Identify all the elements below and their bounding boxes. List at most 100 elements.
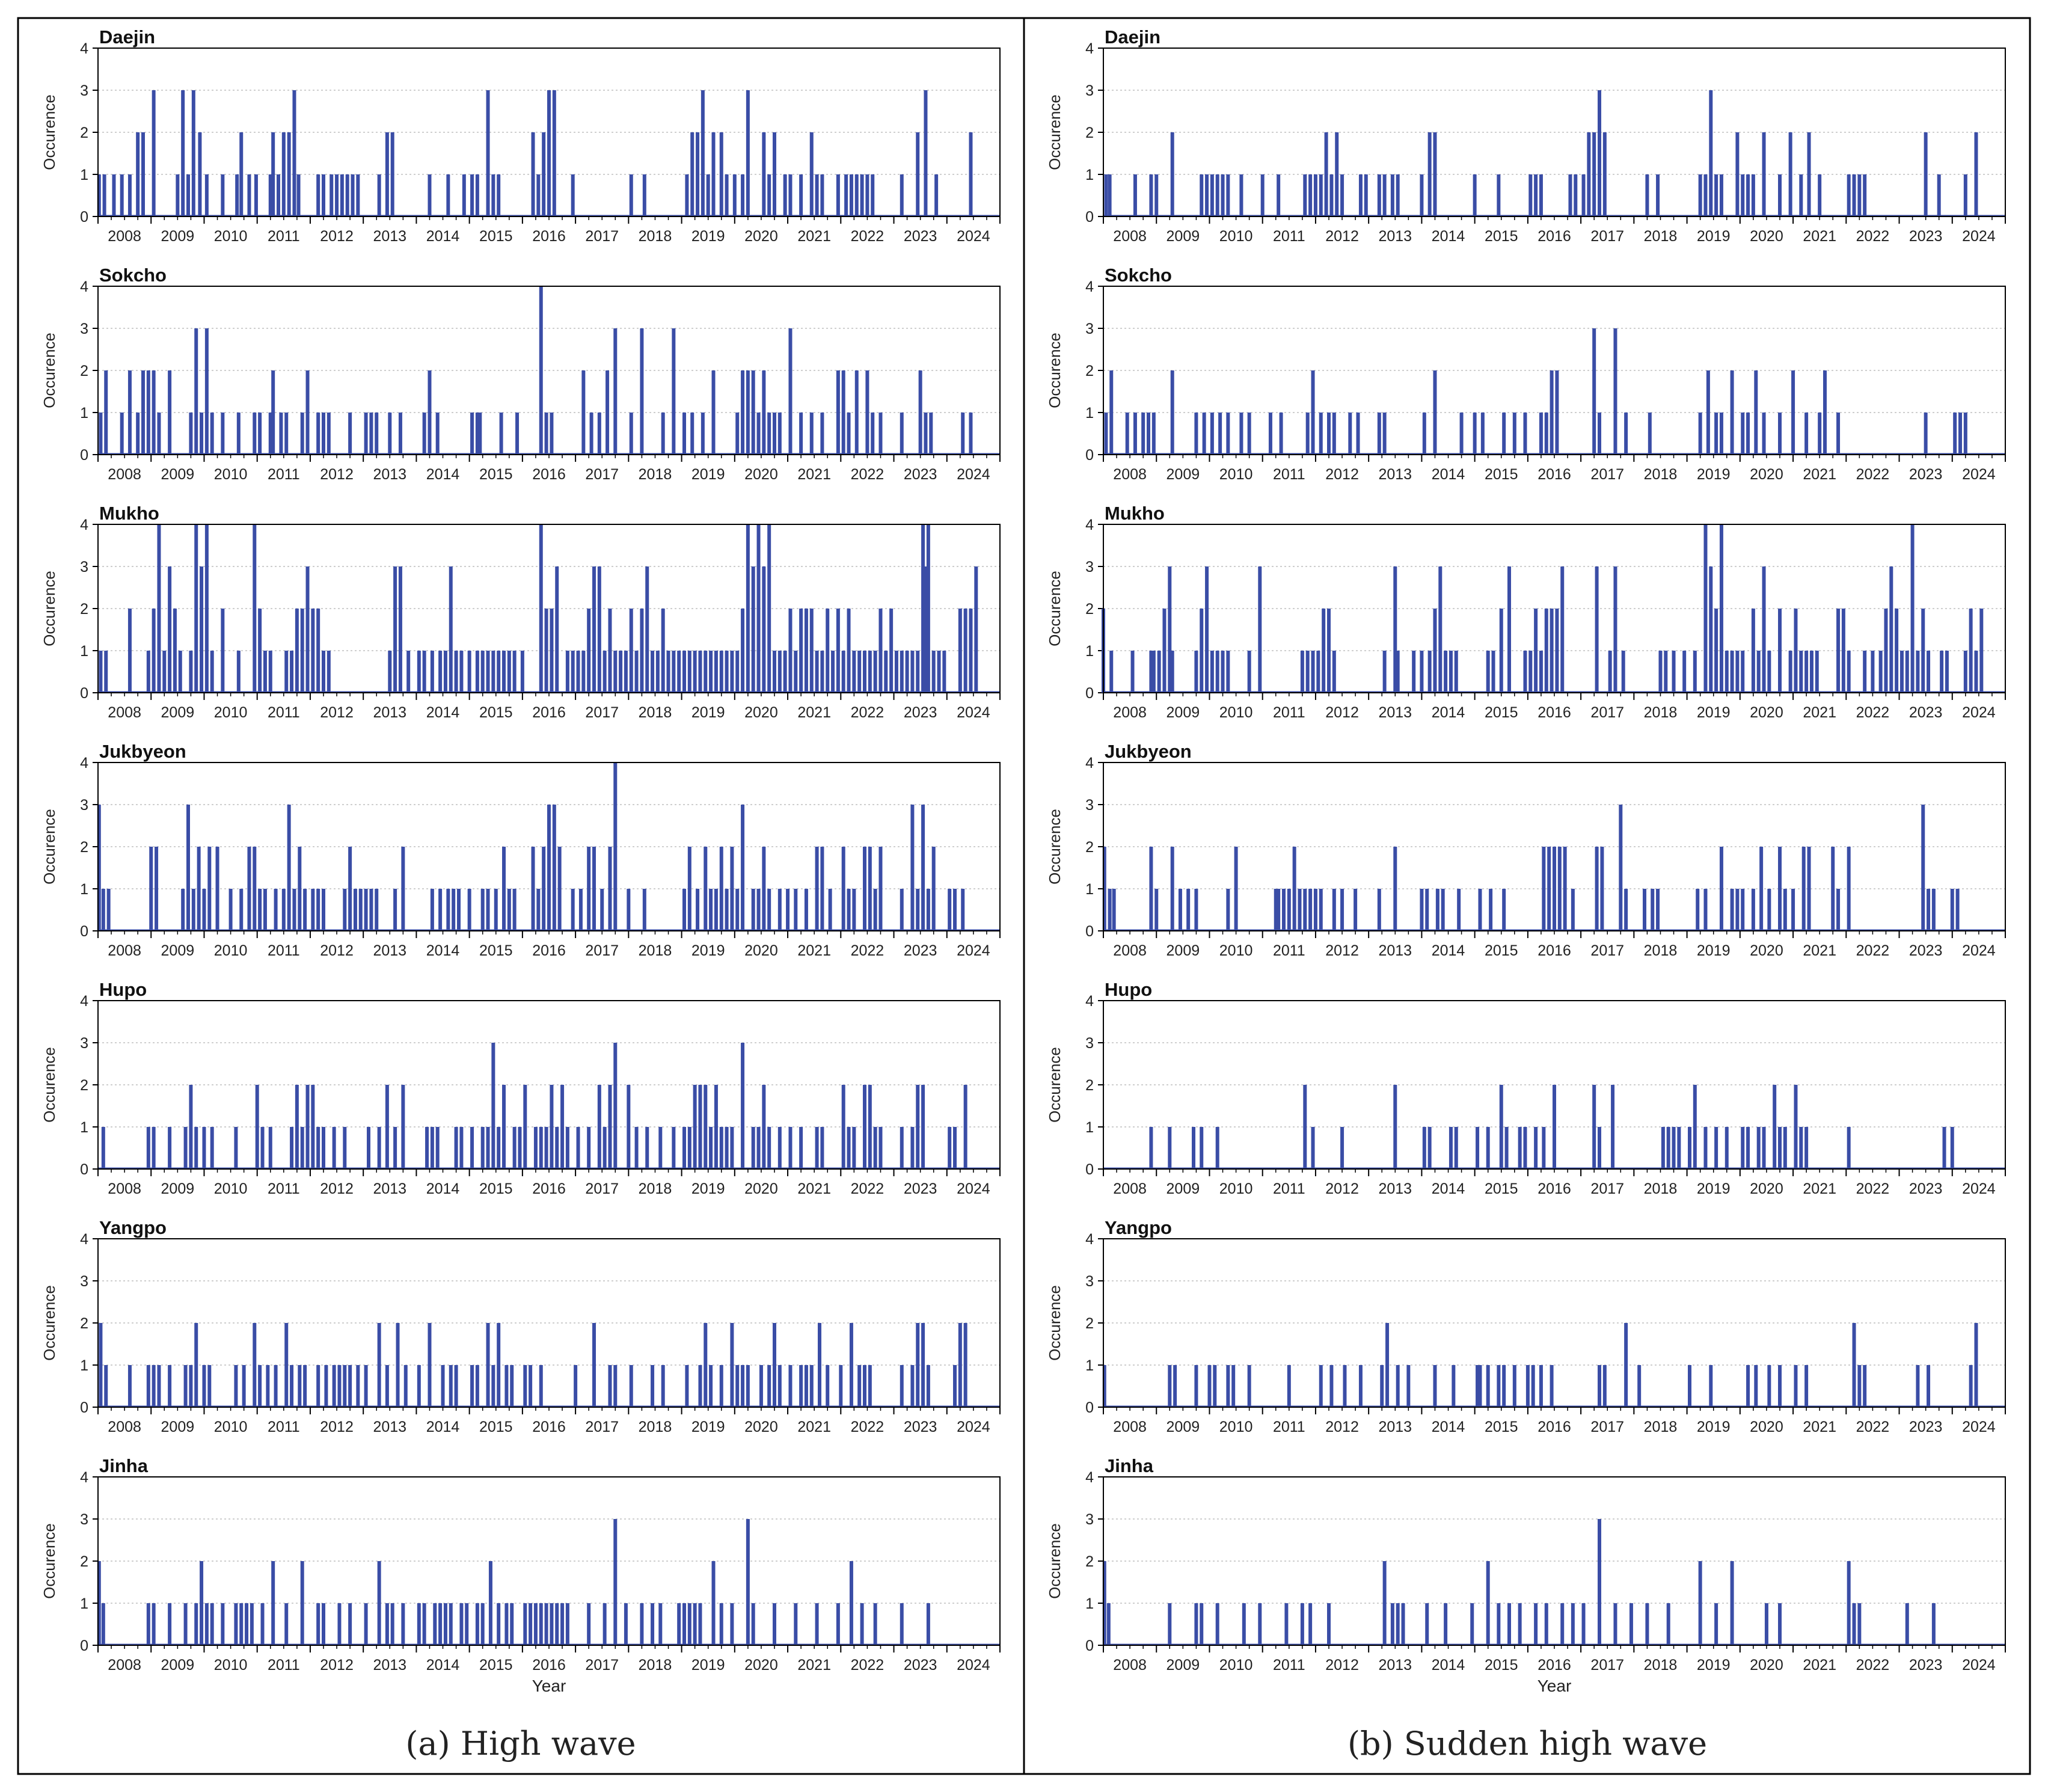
x-tick-label: 2017	[585, 942, 619, 959]
bar	[841, 651, 845, 693]
bar	[1921, 805, 1925, 931]
bar	[751, 1127, 755, 1169]
bar	[682, 413, 686, 455]
x-tick-label: 2020	[1750, 1180, 1783, 1197]
y-tick-label: 0	[1085, 1161, 1094, 1178]
bar	[433, 1603, 437, 1645]
bar	[1804, 1127, 1809, 1169]
bar	[565, 1127, 569, 1169]
bar	[385, 1365, 389, 1407]
bar	[773, 1603, 776, 1645]
bar	[1534, 1127, 1538, 1169]
bar	[788, 609, 793, 693]
bar	[714, 651, 718, 693]
bar	[1730, 651, 1734, 693]
bar	[1698, 1561, 1702, 1645]
x-tick-label: 2022	[851, 1180, 885, 1197]
bar	[1600, 847, 1604, 931]
panel-daejin-high-wave: 0 1 2 3 4 2008 2009 2010 2011 2012 2013 2014 2015 201…	[40, 26, 1001, 245]
bar	[704, 651, 708, 693]
x-tick-label: 2020	[1750, 942, 1783, 959]
bar	[735, 413, 740, 455]
x-tick-label: 2021	[797, 942, 831, 959]
x-tick-label: 2011	[268, 466, 300, 483]
bar	[1420, 889, 1424, 931]
bar	[1878, 651, 1883, 693]
bar	[1332, 651, 1336, 693]
x-tick-label: 2014	[1432, 704, 1465, 721]
bar	[104, 1365, 108, 1407]
bar	[701, 413, 705, 455]
bar	[1778, 174, 1782, 216]
y-tick-label: 4	[1085, 278, 1094, 295]
bar	[210, 1127, 214, 1169]
bar	[576, 651, 580, 693]
x-tick-label: 2024	[1962, 1419, 1996, 1435]
bar	[1955, 889, 1960, 931]
bar	[234, 1127, 238, 1169]
y-axis-label: Occurence	[40, 333, 58, 408]
bar	[905, 651, 909, 693]
x-tick-label: 2019	[691, 1180, 725, 1197]
bar	[746, 370, 750, 455]
x-tick-label: 2021	[1803, 1419, 1836, 1435]
bar	[651, 1603, 655, 1645]
bar	[552, 805, 556, 931]
bar	[1852, 1603, 1856, 1645]
bar	[1149, 1127, 1153, 1169]
x-tick-label: 2017	[1590, 1180, 1624, 1197]
bar	[531, 847, 535, 931]
bar	[335, 174, 339, 216]
bar	[815, 1127, 819, 1169]
bar	[263, 889, 267, 931]
bar	[698, 1603, 702, 1645]
x-tick-label: 2008	[1113, 942, 1147, 959]
bar	[849, 1323, 853, 1407]
bar	[741, 370, 745, 455]
bar	[300, 1127, 304, 1169]
bar	[730, 651, 734, 693]
bar	[221, 174, 225, 216]
x-tick-label: 2020	[744, 1657, 778, 1674]
bar	[1666, 1603, 1670, 1645]
x-tick-label: 2008	[108, 1419, 141, 1435]
bar	[1595, 847, 1599, 931]
bar	[783, 651, 787, 693]
bar	[1598, 90, 1601, 216]
bar	[773, 651, 776, 693]
x-tick-label: 2022	[851, 942, 885, 959]
panel-jukbyeon-high-wave: 0 1 2 3 4 2008 2009 2010 2011 2012 2013 2014 2015 201…	[40, 741, 1001, 959]
bar	[687, 1127, 691, 1169]
bar	[1804, 413, 1809, 455]
bar	[931, 651, 936, 693]
y-tick-label: 3	[80, 797, 88, 814]
bar	[258, 609, 262, 693]
bar	[1427, 132, 1432, 216]
x-tick-label: 2017	[1590, 228, 1624, 245]
x-tick-label: 2010	[1219, 228, 1253, 245]
bar	[544, 1127, 548, 1169]
bar	[189, 413, 193, 455]
bar	[1377, 413, 1381, 455]
bar	[1927, 1365, 1931, 1407]
y-tick-label: 4	[1085, 40, 1094, 57]
bar	[311, 609, 315, 693]
bar	[327, 413, 331, 455]
panel-yangpo-high-wave: 0 1 2 3 4 2008 2009 2010 2011 2012 2013 2014 2015 201…	[40, 1217, 1001, 1435]
bar	[377, 1323, 381, 1407]
bar	[1719, 174, 1723, 216]
bar	[854, 370, 859, 455]
bar	[587, 847, 591, 931]
bar	[1656, 889, 1660, 931]
x-tick-label: 2012	[1325, 1657, 1359, 1674]
bar	[470, 1365, 474, 1407]
bar	[1358, 1365, 1363, 1407]
x-tick-label: 2013	[1378, 1180, 1412, 1197]
x-tick-label: 2012	[1325, 1419, 1359, 1435]
bar	[486, 1127, 490, 1169]
bar	[401, 847, 405, 931]
bar	[969, 609, 973, 693]
bar	[809, 609, 814, 693]
bar	[863, 1365, 866, 1407]
x-axis-label: Year	[532, 1677, 566, 1695]
